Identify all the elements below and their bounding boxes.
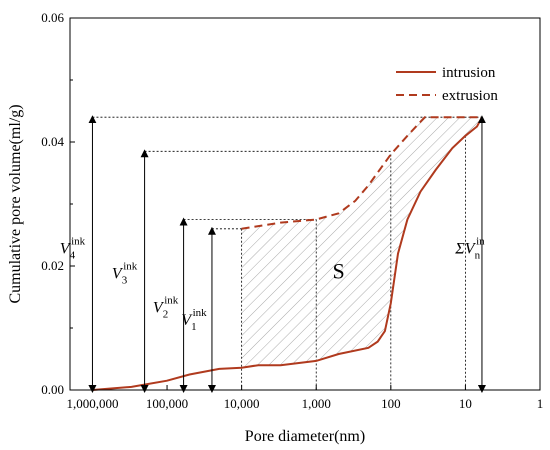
volume-label: V4ink: [60, 236, 86, 262]
series-group: [92, 116, 483, 391]
series-line-intrusion: [92, 116, 483, 391]
region-label-s: S: [333, 258, 345, 283]
y-axis: 0.00 0.02 0.04 0.06: [41, 10, 75, 397]
legend: intrusion extrusion: [396, 65, 498, 104]
x-tick-label: 10: [459, 396, 472, 411]
legend-label-intrusion: intrusion: [442, 65, 496, 81]
y-tick-label: 0.04: [41, 134, 64, 149]
volume-label: V1ink: [181, 307, 207, 333]
x-tick-label: 1: [537, 396, 544, 411]
hatched-area-s: [241, 117, 482, 368]
x-tick-label: 100: [381, 396, 401, 411]
y-tick-label: 0.00: [41, 382, 64, 397]
y-tick-label: 0.02: [41, 258, 64, 273]
x-axis-label: Pore diameter(nm): [245, 428, 365, 445]
volume-label: ΣVnin: [454, 236, 485, 262]
x-tick-label: 100,000: [146, 396, 188, 411]
x-tick-label: 10,000: [224, 396, 260, 411]
x-tick-label: 1,000: [302, 396, 331, 411]
y-tick-label: 0.06: [41, 10, 64, 25]
hatch-fill: [241, 117, 482, 368]
series-line-extrusion: [241, 116, 482, 230]
y-axis-label: Cumulative pore volume(ml/g): [7, 104, 24, 303]
x-tick-label: 1,000,000: [66, 396, 118, 411]
volume-label: V3ink: [112, 260, 138, 286]
legend-label-extrusion: extrusion: [442, 88, 498, 104]
x-axis: 1,000,000 100,000 10,000 1,000 100 10 1: [66, 385, 543, 411]
guide-lines: [92, 116, 482, 390]
volume-label: V2ink: [153, 295, 179, 321]
